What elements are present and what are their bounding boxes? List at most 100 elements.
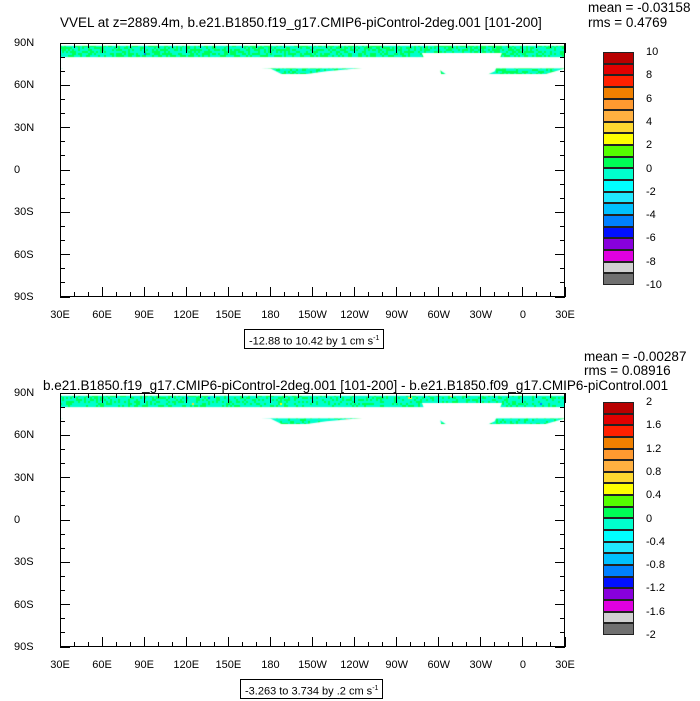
- lat-tick-right: [560, 491, 565, 493]
- lon-tick-bottom: [213, 642, 215, 647]
- lon-tick-top: [73, 43, 75, 48]
- lon-label: 150E: [215, 309, 242, 321]
- contour-info-box: -3.263 to 3.734 by .2 cm s-1: [240, 679, 384, 699]
- lon-tick-bottom: [550, 292, 552, 297]
- colorbar-label: -6: [646, 232, 656, 245]
- lon-tick-top: [536, 393, 538, 398]
- lon-tick-top: [396, 393, 398, 403]
- colorbar-bin: [603, 98, 634, 111]
- lat-tick-left: [60, 282, 65, 284]
- lon-label: 120W: [340, 309, 369, 321]
- lon-tick-bottom: [536, 292, 538, 297]
- lon-tick-bottom: [59, 287, 61, 297]
- colorbar-bin: [603, 471, 634, 484]
- lon-tick-bottom: [480, 637, 482, 647]
- colorbar-label: -2: [646, 185, 656, 198]
- lon-tick-top: [368, 43, 370, 48]
- lon-label: 90W: [385, 309, 408, 321]
- lat-tick-right: [560, 533, 565, 535]
- lat-tick-left: [60, 646, 70, 648]
- lon-tick-bottom: [185, 287, 187, 297]
- lat-tick-right: [560, 575, 565, 577]
- lon-tick-top: [143, 43, 145, 53]
- lon-tick-top: [466, 43, 468, 48]
- lat-tick-right: [560, 590, 565, 592]
- lon-tick-top: [480, 43, 482, 53]
- colorbar-label: -2: [646, 629, 656, 641]
- lon-tick-top: [508, 393, 510, 398]
- lat-tick-right: [560, 225, 565, 227]
- lon-tick-bottom: [73, 642, 75, 647]
- lat-label: 90N: [14, 387, 35, 399]
- lon-tick-bottom: [101, 637, 103, 647]
- lon-tick-top: [283, 393, 285, 398]
- lon-tick-bottom: [297, 642, 299, 647]
- lon-tick-bottom: [101, 287, 103, 297]
- lon-label: 90E: [134, 309, 154, 321]
- lon-tick-top: [129, 43, 131, 48]
- lon-tick-bottom: [368, 642, 370, 647]
- lat-tick-left: [60, 84, 70, 86]
- lat-label: 60S: [14, 248, 34, 261]
- lat-tick-right: [560, 155, 565, 157]
- lon-tick-top: [129, 393, 131, 398]
- lon-label: 90W: [385, 659, 408, 671]
- lon-tick-bottom: [73, 292, 75, 297]
- lon-label: 180: [261, 309, 280, 321]
- colorbar-bin: [603, 623, 634, 635]
- colorbar-bin: [603, 541, 634, 554]
- lat-tick-right: [555, 296, 565, 298]
- lat-tick-right: [560, 463, 565, 465]
- mean-value: mean = -0.03158: [588, 0, 691, 15]
- lat-tick-right: [555, 646, 565, 648]
- colorbar-bin: [603, 495, 634, 507]
- lon-tick-top: [199, 43, 201, 48]
- lat-tick-left: [60, 448, 65, 450]
- lon-tick-top: [424, 43, 426, 48]
- plot-title: b.e21.B1850.f19_g17.CMIP6-piControl-2deg…: [43, 378, 669, 393]
- lat-label: 0: [14, 164, 21, 176]
- lon-tick-top: [185, 43, 187, 53]
- lon-tick-top: [438, 43, 440, 53]
- lat-tick-left: [60, 268, 65, 270]
- colorbar-label: 10: [646, 46, 659, 58]
- lon-tick-top: [438, 393, 440, 403]
- colorbar-bin: [603, 483, 634, 496]
- lon-tick-bottom: [227, 637, 229, 647]
- lon-label: 150W: [298, 309, 327, 321]
- lon-tick-bottom: [494, 292, 496, 297]
- contour-info-box: -12.88 to 10.42 by 1 cm s-1: [244, 329, 385, 349]
- lon-tick-top: [508, 43, 510, 48]
- lon-tick-bottom: [255, 642, 257, 647]
- colorbar-bin: [603, 238, 634, 250]
- lon-tick-bottom: [143, 287, 145, 297]
- lon-tick-bottom: [452, 642, 454, 647]
- lat-tick-left: [60, 519, 70, 521]
- lon-tick-top: [87, 43, 89, 48]
- lon-tick-bottom: [326, 642, 328, 647]
- colorbar-bin: [603, 530, 634, 542]
- lon-tick-top: [101, 43, 103, 53]
- colorbar-label: 0: [646, 512, 653, 525]
- colorbar-bin: [603, 273, 634, 285]
- lon-label: 30E: [50, 659, 70, 671]
- lat-tick-left: [60, 392, 70, 394]
- lon-tick-top: [340, 393, 342, 398]
- lon-label: 180: [261, 659, 280, 671]
- lon-label: 60W: [427, 309, 451, 321]
- lon-tick-bottom: [143, 637, 145, 647]
- lat-tick-left: [60, 56, 65, 58]
- lon-tick-bottom: [480, 287, 482, 297]
- lon-tick-bottom: [59, 637, 61, 647]
- lat-tick-left: [60, 155, 65, 157]
- lon-tick-top: [213, 393, 215, 398]
- lon-tick-top: [312, 43, 313, 53]
- lon-tick-bottom: [157, 642, 159, 647]
- lat-label: 90N: [14, 37, 35, 49]
- lon-tick-bottom: [340, 642, 342, 647]
- lon-tick-top: [171, 393, 173, 398]
- lat-tick-left: [60, 477, 70, 479]
- lon-tick-bottom: [241, 642, 243, 647]
- lon-tick-top: [199, 393, 201, 398]
- lon-tick-top: [354, 393, 356, 403]
